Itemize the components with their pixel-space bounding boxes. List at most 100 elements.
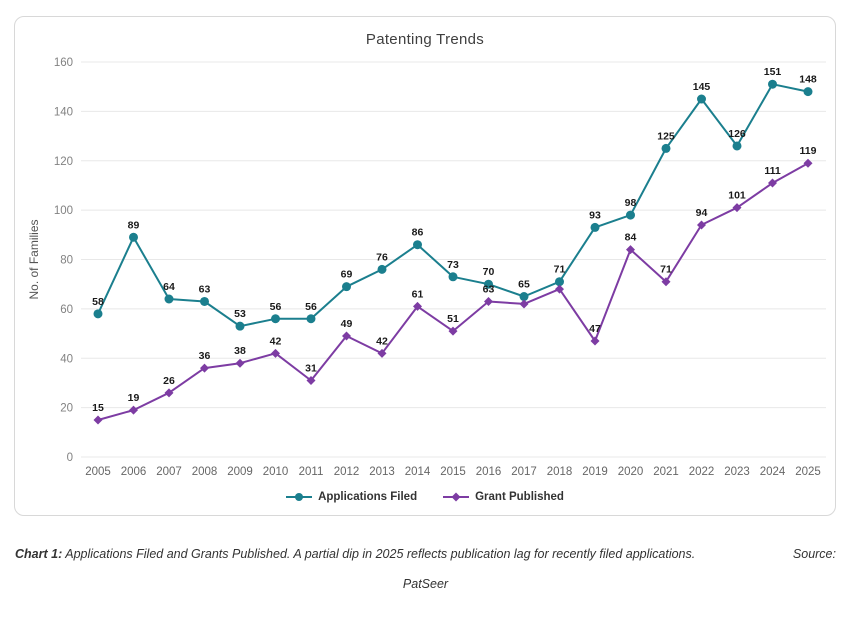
data-label: 53 bbox=[234, 308, 246, 320]
data-point[interactable] bbox=[626, 210, 635, 220]
data-label: 98 bbox=[625, 197, 637, 209]
x-tick-label: 2015 bbox=[440, 466, 466, 478]
x-tick-label: 2017 bbox=[511, 466, 537, 478]
data-label: 63 bbox=[483, 283, 495, 295]
legend-item-applications-filed[interactable]: Applications Filed bbox=[286, 491, 417, 503]
data-point[interactable] bbox=[413, 240, 422, 250]
data-label: 42 bbox=[376, 335, 388, 347]
data-point[interactable] bbox=[519, 292, 529, 302]
data-point[interactable] bbox=[413, 301, 422, 311]
x-tick-label: 2005 bbox=[85, 466, 111, 478]
data-point[interactable] bbox=[768, 178, 777, 188]
chart-caption: Chart 1: Applications Filed and Grants P… bbox=[15, 547, 836, 591]
data-label: 71 bbox=[660, 264, 672, 276]
x-tick-label: 2021 bbox=[653, 466, 679, 478]
x-tick-label: 2009 bbox=[227, 466, 253, 478]
data-point[interactable] bbox=[164, 294, 174, 304]
x-tick-label: 2006 bbox=[121, 466, 147, 478]
y-tick-label: 140 bbox=[54, 106, 73, 118]
data-point[interactable] bbox=[129, 405, 138, 415]
data-label: 47 bbox=[589, 323, 601, 335]
data-label: 86 bbox=[412, 227, 424, 239]
x-tick-label: 2018 bbox=[547, 466, 573, 478]
data-label: 31 bbox=[305, 362, 317, 374]
legend-item-grant-published[interactable]: Grant Published bbox=[443, 491, 564, 503]
data-point[interactable] bbox=[235, 358, 245, 368]
data-point[interactable] bbox=[590, 336, 600, 346]
data-point[interactable] bbox=[448, 326, 458, 336]
y-tick-label: 100 bbox=[54, 205, 73, 217]
data-point[interactable] bbox=[342, 331, 351, 341]
data-point[interactable] bbox=[484, 279, 493, 289]
y-tick-label: 80 bbox=[60, 255, 73, 267]
data-label: 65 bbox=[518, 279, 530, 291]
data-point[interactable] bbox=[555, 284, 564, 294]
data-point[interactable] bbox=[555, 277, 564, 287]
legend-label: Grant Published bbox=[475, 491, 564, 503]
data-label: 101 bbox=[728, 190, 746, 202]
data-label: 70 bbox=[483, 266, 495, 278]
data-label: 125 bbox=[657, 130, 675, 142]
data-point[interactable] bbox=[377, 264, 387, 274]
caption-body: Applications Filed and Grants Published.… bbox=[65, 547, 696, 561]
data-point[interactable] bbox=[377, 348, 387, 358]
data-point[interactable] bbox=[697, 220, 706, 230]
data-point[interactable] bbox=[448, 272, 458, 282]
chart-card: Patenting Trends 0 20 40 60 80 100 120 140 160 20… bbox=[14, 16, 836, 516]
data-point[interactable] bbox=[129, 232, 138, 242]
y-tick-label: 160 bbox=[54, 57, 73, 69]
data-point[interactable] bbox=[200, 363, 209, 373]
caption-source-value: PatSeer bbox=[402, 577, 449, 591]
data-point[interactable] bbox=[661, 277, 671, 287]
legend-label: Applications Filed bbox=[318, 491, 418, 503]
data-label: 71 bbox=[554, 264, 566, 276]
y-tick-label: 120 bbox=[54, 156, 73, 168]
data-point[interactable] bbox=[93, 309, 103, 319]
data-label: 119 bbox=[800, 145, 817, 157]
y-axis-title: No. of Families bbox=[27, 219, 41, 299]
x-tick-label: 2013 bbox=[369, 466, 395, 478]
data-label: 42 bbox=[270, 335, 282, 347]
data-label: 84 bbox=[625, 232, 637, 244]
data-point[interactable] bbox=[342, 282, 351, 292]
data-label: 63 bbox=[199, 283, 211, 295]
y-tick-label: 40 bbox=[60, 353, 73, 365]
x-tick-label: 2007 bbox=[156, 466, 182, 478]
data-point[interactable] bbox=[306, 314, 316, 324]
data-point[interactable] bbox=[484, 296, 493, 306]
data-point[interactable] bbox=[803, 158, 813, 168]
caption-line-1: Chart 1: Applications Filed and Grants P… bbox=[15, 547, 836, 561]
x-tick-label: 2024 bbox=[760, 466, 786, 478]
x-tick-label: 2010 bbox=[263, 466, 289, 478]
data-point[interactable] bbox=[271, 348, 280, 358]
data-point[interactable] bbox=[803, 87, 813, 97]
y-tick-label: 0 bbox=[67, 452, 73, 464]
data-label: 145 bbox=[693, 81, 711, 93]
data-point[interactable] bbox=[235, 321, 245, 331]
data-point[interactable] bbox=[732, 141, 742, 151]
x-tick-label: 2012 bbox=[334, 466, 360, 478]
data-label: 51 bbox=[447, 313, 459, 325]
data-point[interactable] bbox=[590, 222, 600, 232]
data-point[interactable] bbox=[768, 79, 777, 89]
caption-prefix: Chart 1: bbox=[15, 547, 63, 561]
data-point[interactable] bbox=[626, 245, 635, 255]
y-tick-label: 60 bbox=[60, 304, 73, 316]
data-point[interactable] bbox=[306, 375, 316, 385]
data-label: 93 bbox=[589, 209, 601, 221]
x-tick-label: 2025 bbox=[795, 466, 821, 478]
data-label: 76 bbox=[376, 251, 388, 263]
data-point[interactable] bbox=[697, 94, 706, 104]
data-point[interactable] bbox=[164, 388, 174, 398]
data-point[interactable] bbox=[661, 143, 671, 153]
data-label: 126 bbox=[728, 128, 746, 140]
data-point[interactable] bbox=[732, 203, 742, 213]
chart-title: Patenting Trends bbox=[365, 31, 485, 48]
data-point[interactable] bbox=[519, 299, 529, 309]
x-tick-label: 2020 bbox=[618, 466, 644, 478]
data-point[interactable] bbox=[271, 314, 280, 324]
data-point[interactable] bbox=[200, 296, 209, 306]
caption-text: Chart 1: Applications Filed and Grants P… bbox=[15, 547, 695, 561]
chart-plot-area: 0 20 40 60 80 100 120 140 160 2005 2006 2007 2008 200… bbox=[27, 57, 826, 478]
data-point[interactable] bbox=[93, 415, 103, 425]
